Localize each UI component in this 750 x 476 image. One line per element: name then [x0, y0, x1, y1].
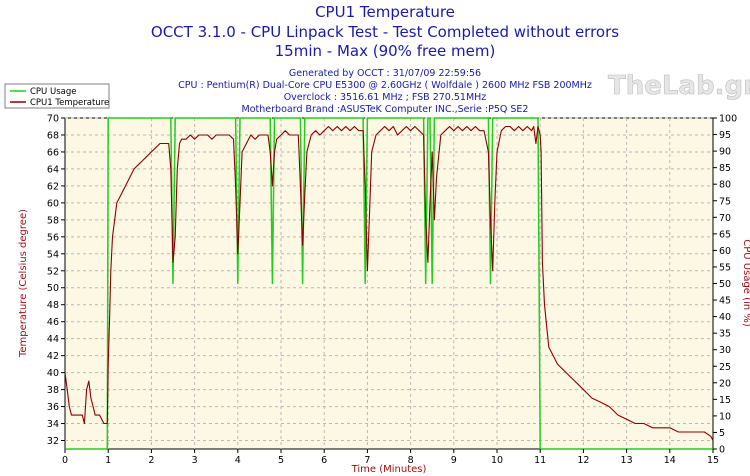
y-tick-label-right: 60 — [719, 246, 731, 257]
y-tick-label-right: 95 — [719, 130, 731, 141]
y-axis-label-right: CPU Usage (in %) — [741, 239, 750, 327]
y-tick-label-right: 15 — [719, 395, 731, 406]
y-tick-label-right: 5 — [719, 428, 725, 439]
y-tick-label-left: 44 — [47, 334, 59, 345]
y-tick-label-right: 25 — [719, 362, 731, 373]
series-line-cpu1-temperature — [64, 125, 714, 441]
series-line-cpu-usage — [65, 117, 713, 450]
y-tick-label-right: 50 — [719, 279, 731, 290]
y-tick-label-left: 40 — [47, 368, 59, 379]
y-axis-left: 32 34 36 38 40 42 44 46 48 50 52 54 56 58 60 62 64 66 68 70 — [47, 114, 65, 447]
y-tick-label-left: 42 — [47, 351, 59, 362]
y-tick-label-left: 64 — [47, 164, 59, 175]
y-tick-label-right: 55 — [719, 262, 731, 273]
info-cpu: CPU : Pentium(R) Dual-Core CPU E5300 @ 2… — [178, 80, 592, 91]
x-tick-label: 10 — [491, 455, 503, 466]
legend-label-cpu1-temperature: CPU1 Temperature — [30, 98, 109, 108]
x-tick-label: 13 — [621, 455, 633, 466]
y-tick-label-left: 60 — [47, 198, 59, 209]
brand-watermark: TheLab.gr — [608, 71, 750, 101]
y-tick-label-left: 32 — [47, 436, 59, 447]
series-layer — [64, 117, 714, 450]
info-generated: Generated by OCCT : 31/07/09 22:59:56 — [289, 68, 481, 79]
y-tick-label-right: 100 — [719, 114, 737, 125]
y-tick-label-right: 90 — [719, 147, 731, 158]
y-tick-label-right: 85 — [719, 163, 731, 174]
y-tick-label-right: 80 — [719, 180, 731, 191]
x-tick-label: 15 — [707, 455, 719, 466]
y-tick-label-left: 48 — [47, 300, 59, 311]
y-tick-label-left: 46 — [47, 317, 59, 328]
y-tick-label-left: 62 — [47, 181, 59, 192]
y-tick-label-right: 20 — [719, 378, 731, 389]
y-axis-label-left: Temperature (Celsius degree) — [18, 209, 29, 358]
y-tick-label-left: 38 — [47, 385, 59, 396]
y-tick-label-right: 45 — [719, 296, 731, 307]
x-tick-label: 9 — [451, 455, 457, 466]
x-tick-label: 7 — [364, 455, 370, 466]
y-tick-label-left: 66 — [47, 147, 59, 158]
y-tick-label-right: 75 — [719, 196, 731, 207]
chart-subtitle-duration: 15min - Max (90% free mem) — [275, 42, 496, 60]
y-tick-label-left: 52 — [47, 266, 59, 277]
y-tick-label-left: 58 — [47, 215, 59, 226]
x-tick-label: 1 — [105, 455, 111, 466]
y-tick-label-right: 0 — [719, 445, 725, 456]
legend-box — [4, 83, 110, 109]
x-tick-label: 14 — [664, 455, 676, 466]
y-tick-label-right: 35 — [719, 329, 731, 340]
info-motherboard: Motherboard Brand :ASUSTeK Computer INC.… — [242, 104, 529, 115]
y-tick-label-right: 30 — [719, 345, 731, 356]
y-tick-label-left: 34 — [47, 419, 59, 430]
x-tick-label: 5 — [278, 455, 284, 466]
chart-subtitle-test: OCCT 3.1.0 - CPU Linpack Test - Test Com… — [151, 23, 619, 41]
legend: CPU Usage CPU1 Temperature — [4, 83, 110, 109]
x-tick-label: 6 — [321, 455, 327, 466]
y-tick-label-left: 54 — [47, 249, 59, 260]
plot-area — [64, 117, 714, 450]
y-tick-label-right: 70 — [719, 213, 731, 224]
y-tick-label-right: 10 — [719, 411, 731, 422]
y-axis-right: 0 5 10 15 20 25 30 35 40 45 50 55 60 65 70 75 80 85 90 95 10… — [713, 114, 737, 456]
x-tick-label: 3 — [192, 455, 198, 466]
info-overclock: Overclock : 3516.61 MHz ; FSB 270.51MHz — [284, 92, 487, 103]
x-axis: 0 1 2 3 4 5 6 7 8 9 10 11 12 13 14 15 — [62, 449, 719, 466]
y-tick-label-left: 50 — [47, 283, 59, 294]
y-tick-label-left: 70 — [47, 114, 59, 125]
y-tick-label-right: 65 — [719, 229, 731, 240]
x-axis-label: Time (Minutes) — [351, 464, 427, 475]
y-tick-label-left: 36 — [47, 402, 59, 413]
x-tick-label: 12 — [577, 455, 589, 466]
x-tick-label: 4 — [235, 455, 241, 466]
x-tick-label: 0 — [62, 455, 68, 466]
chart-title: CPU1 Temperature — [315, 3, 455, 21]
y-tick-label-right: 40 — [719, 312, 731, 323]
legend-label-cpu-usage: CPU Usage — [30, 87, 76, 97]
y-tick-label-left: 68 — [47, 130, 59, 141]
x-tick-label: 11 — [534, 455, 546, 466]
x-tick-label: 2 — [148, 455, 154, 466]
x-tick-label: 8 — [408, 455, 414, 466]
y-tick-label-left: 56 — [47, 232, 59, 243]
grid — [65, 117, 713, 449]
